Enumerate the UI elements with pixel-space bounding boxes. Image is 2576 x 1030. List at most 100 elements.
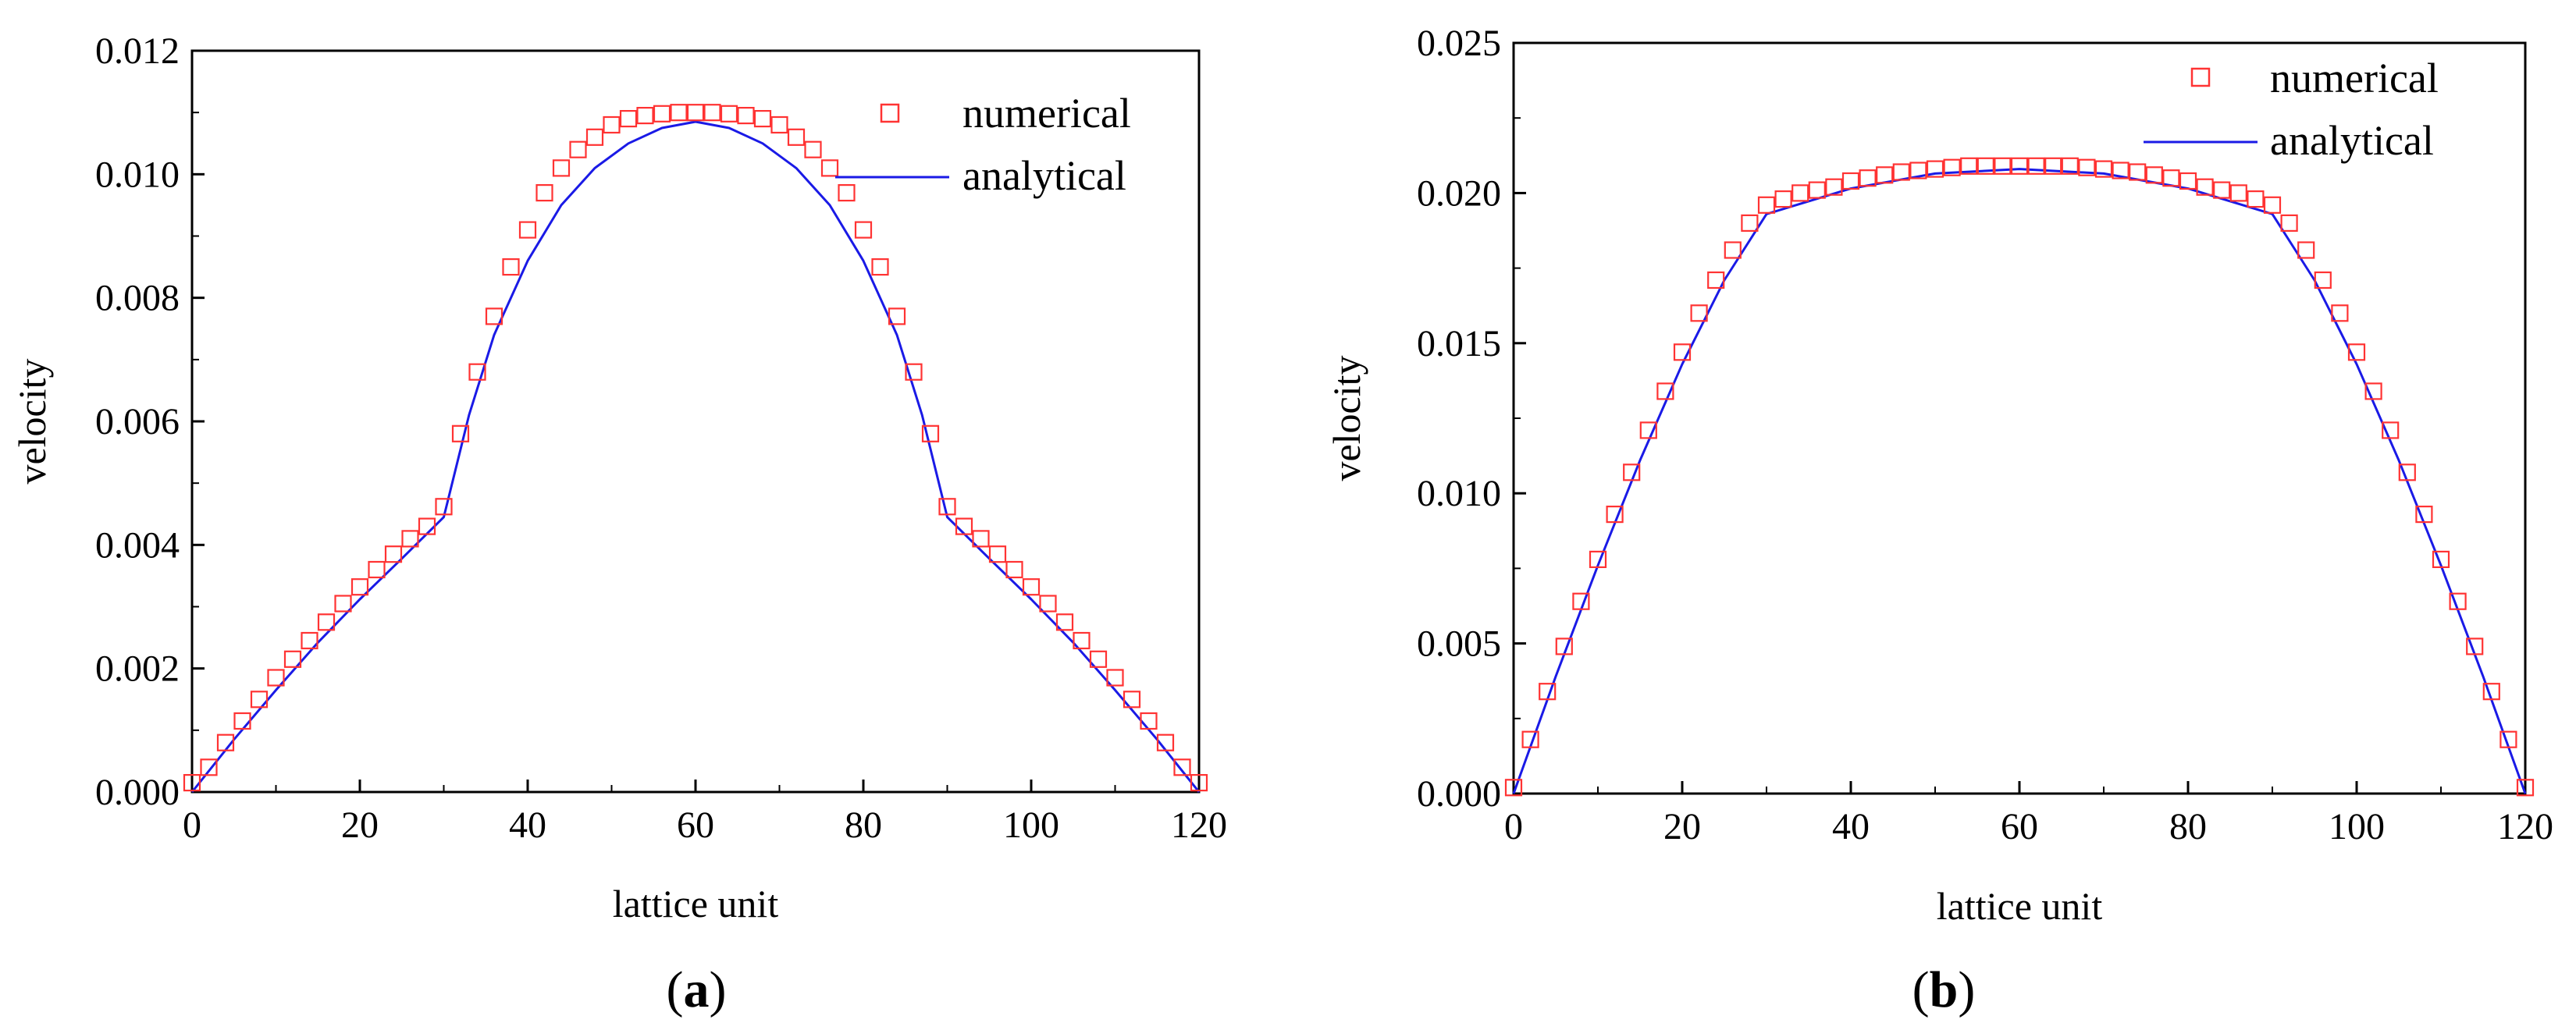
data-point-numerical: [1774, 190, 1792, 208]
data-point-numerical: [2364, 382, 2382, 400]
x-axis-ticks: 0 20 40 60 80 100 120: [183, 780, 1227, 846]
x-axis-label: lattice unit: [613, 882, 779, 925]
data-point-numerical: [2229, 184, 2247, 202]
y-axis-ticks: 0.000 0.005 0.010 0.015 0.020 0.025: [1417, 23, 1526, 815]
data-point-numerical: [2482, 683, 2500, 701]
data-point-numerical: [200, 758, 218, 776]
data-point-numerical: [1156, 733, 1175, 751]
data-point-numerical: [1757, 196, 1776, 214]
data-point-numerical: [820, 159, 839, 177]
data-point-numerical: [1976, 157, 1994, 175]
x-tick-label: 40: [509, 804, 546, 846]
data-point-numerical: [1825, 178, 1843, 196]
data-point-numerical: [1606, 505, 1624, 524]
data-point-numerical: [518, 221, 537, 239]
data-point-numerical: [2078, 158, 2096, 176]
data-point-numerical: [2247, 190, 2265, 208]
data-point-numerical: [317, 613, 336, 631]
data-point-numerical: [1741, 214, 1759, 232]
data-point-numerical: [1022, 578, 1041, 596]
data-point-numerical: [569, 140, 587, 158]
y-tick-label: 0.004: [95, 524, 180, 566]
y-tick-label: 0.002: [95, 648, 180, 690]
y-tick-label: 0.025: [1417, 23, 1501, 64]
data-point-numerical: [301, 631, 318, 650]
data-point-numerical: [1173, 758, 1191, 776]
data-point-numerical: [1521, 730, 1539, 748]
y-tick-label: 0.012: [95, 30, 180, 72]
data-point-numerical: [2145, 166, 2163, 184]
y-tick-label: 0.015: [1417, 323, 1501, 364]
panel-label-open-paren: (: [1912, 961, 1930, 1018]
data-point-numerical: [2129, 163, 2147, 181]
data-point-numerical: [636, 107, 654, 125]
data-point-numerical: [703, 104, 721, 122]
data-point-numerical: [1589, 550, 1607, 569]
data-point-numerical: [737, 107, 755, 125]
data-point-numerical: [552, 159, 571, 177]
data-point-numerical: [2010, 157, 2029, 175]
data-point-numerical: [1994, 157, 2012, 175]
data-point-numerical: [988, 545, 1007, 563]
panel-label-close-paren: ): [710, 961, 727, 1018]
data-point-numerical: [871, 258, 889, 276]
legend-analytical-label: analytical: [962, 152, 1126, 199]
data-point-numerical: [1106, 669, 1124, 687]
y-tick-label: 0.006: [95, 401, 180, 442]
data-point-numerical: [468, 363, 486, 381]
data-point-numerical: [972, 530, 990, 548]
data-point-numerical: [1926, 160, 1944, 178]
data-point-numerical: [1555, 638, 1573, 655]
data-point-numerical: [2162, 169, 2180, 187]
x-tick-label: 120: [2497, 806, 2553, 847]
legend-numerical-label: numerical: [2270, 55, 2439, 101]
data-point-numerical: [1960, 157, 1978, 175]
y-tick-label: 0.008: [95, 278, 180, 319]
data-point-numerical: [2466, 638, 2484, 655]
data-point-numerical: [2449, 592, 2467, 610]
data-point-numerical: [720, 105, 738, 123]
series-line-analytical: [190, 120, 1201, 793]
data-point-numerical: [2347, 343, 2366, 361]
data-point-numerical: [451, 424, 470, 442]
data-point-numerical: [2112, 162, 2129, 179]
data-point-numerical: [2314, 271, 2332, 289]
data-point-numerical: [1123, 691, 1141, 709]
data-point-numerical: [753, 110, 772, 128]
data-point-numerical: [485, 307, 503, 325]
legend-numerical-marker: [2190, 67, 2211, 87]
data-point-numerical: [1539, 683, 1557, 701]
x-tick-label: 60: [677, 804, 714, 846]
data-point-numerical: [2331, 304, 2349, 322]
data-point-numerical: [838, 184, 856, 202]
y-axis-ticks: 0.000 0.002 0.004 0.006 0.008 0.010 0.012: [95, 30, 205, 813]
data-point-numerical: [686, 104, 705, 122]
x-tick-label: 20: [341, 804, 379, 846]
x-tick-label: 20: [1663, 806, 1701, 847]
panel-label-close-paren: ): [1958, 961, 1975, 1018]
x-tick-label: 100: [1003, 804, 1059, 846]
y-tick-label: 0.010: [95, 154, 180, 195]
legend: numerical analytical: [2144, 55, 2439, 164]
x-tick-label: 120: [1171, 804, 1227, 846]
data-point-numerical: [585, 128, 604, 146]
data-point-numerical: [905, 363, 923, 381]
x-tick-label: 80: [845, 804, 882, 846]
data-point-numerical: [2044, 157, 2062, 175]
data-point-numerical: [2061, 157, 2079, 175]
data-point-numerical: [2398, 464, 2416, 481]
data-point-numerical: [233, 712, 251, 730]
data-point-numerical: [2196, 178, 2214, 196]
y-axis-label: velocity: [10, 358, 54, 484]
data-point-numerical: [435, 498, 453, 516]
data-point-numerical: [2179, 172, 2197, 190]
data-point-numerical: [1841, 172, 1860, 190]
data-point-numerical: [1909, 162, 1927, 179]
data-point-numerical: [2500, 730, 2517, 748]
data-point-numerical: [1572, 592, 1590, 610]
series-lines: [1512, 168, 2527, 794]
panel-label-a: (a): [667, 961, 727, 1018]
data-point-numerical: [1089, 650, 1108, 668]
data-point-numerical: [653, 105, 671, 123]
data-point-numerical: [283, 650, 302, 668]
